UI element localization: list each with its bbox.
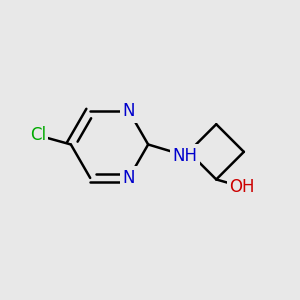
Text: OH: OH xyxy=(229,178,255,196)
Text: N: N xyxy=(123,102,135,120)
Text: Cl: Cl xyxy=(30,126,46,144)
Text: N: N xyxy=(123,169,135,187)
Text: NH: NH xyxy=(172,146,197,164)
